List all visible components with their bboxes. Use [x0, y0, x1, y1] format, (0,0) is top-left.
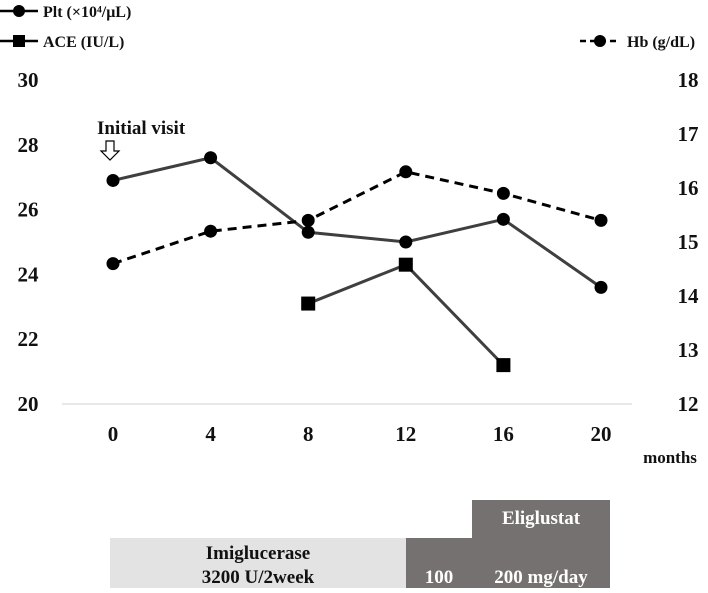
y-right-tick-label: 14	[678, 284, 700, 308]
legend-marker	[13, 35, 25, 47]
axes: 20 22 24 26 28 30 12 13 14 15 16 17 18 0 4 8 12 16 20 month…	[18, 68, 700, 467]
data-point	[496, 358, 511, 373]
data-point	[204, 151, 218, 165]
series-line-1	[307, 262, 505, 367]
y-left-tick-label: 20	[18, 392, 39, 416]
y-left-tick-label: 24	[18, 262, 40, 286]
y-left-tick-label: 30	[18, 68, 39, 92]
legend-label: Hb (g/dL)	[627, 34, 695, 51]
x-tick-label: 12	[395, 422, 416, 446]
data-point	[594, 213, 608, 227]
eliglustat-bar	[472, 500, 610, 588]
data-point	[301, 296, 316, 311]
data-point	[204, 224, 218, 238]
data-point	[106, 257, 120, 271]
imiglucerase-bar	[110, 538, 406, 588]
y-right-tick-label: 13	[678, 338, 699, 362]
annotation-initial-visit: Initial visit	[97, 118, 186, 139]
data-point	[106, 173, 120, 187]
eliglustat-label: Eliglustat	[502, 508, 581, 529]
down-arrow-icon	[99, 140, 121, 161]
data-point	[301, 225, 315, 239]
y-left-tick-label: 28	[18, 133, 39, 157]
data-point	[594, 280, 608, 294]
y-right-tick-label: 12	[678, 392, 699, 416]
y-left-tick-label: 22	[18, 327, 39, 351]
x-tick-label: 20	[591, 422, 612, 446]
legend-marker	[594, 35, 606, 47]
series-line-0	[112, 156, 602, 289]
y-right-tick-label: 15	[678, 230, 699, 254]
series-layer	[106, 151, 608, 373]
x-tick-label: 8	[303, 422, 314, 446]
dose-200-label: 200 mg/day	[494, 567, 588, 588]
dose-100-bar	[406, 538, 472, 588]
legend-label: ACE (IU/L)	[43, 34, 124, 51]
data-point	[399, 165, 413, 179]
x-tick-label: 0	[108, 422, 119, 446]
data-point	[496, 212, 510, 226]
y-right-tick-label: 17	[678, 122, 699, 146]
x-axis-label: months	[643, 448, 697, 467]
legend-label: Plt (×10⁴/μL)	[43, 4, 131, 21]
legend-marker	[13, 5, 25, 17]
y-right-tick-label: 16	[678, 176, 699, 200]
x-tick-label: 16	[493, 422, 514, 446]
y-left-tick-label: 26	[18, 198, 39, 222]
series-line-2	[112, 170, 602, 266]
data-point	[496, 186, 510, 200]
data-point	[398, 257, 413, 272]
legend: Plt (×10⁴/μL) ACE (IU/L) Hb (g/dL)	[0, 4, 695, 51]
imiglucerase-label: Imiglucerase	[206, 543, 310, 564]
x-tick-label: 4	[205, 422, 216, 446]
data-point	[399, 235, 413, 249]
imiglucerase-dose-label: 3200 U/2week	[202, 567, 315, 588]
y-right-tick-label: 18	[678, 68, 699, 92]
dose-100-label: 100	[425, 567, 454, 588]
data-point	[301, 213, 315, 227]
